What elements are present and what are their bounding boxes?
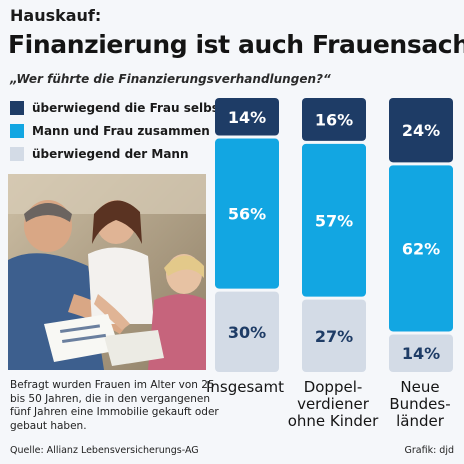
legend-swatch-zusammen — [10, 123, 24, 138]
legend-label-mann: überwiegend der Mann — [32, 146, 189, 161]
value-label-neue-bundeslaender-mann: 14% — [402, 344, 440, 363]
category-label-neue-bundeslaender: Neue Bundes- länder — [389, 378, 451, 430]
survey-note: Befragt wurden Frauen im Alter von 25 bi… — [10, 379, 219, 432]
bar-doppelverdiener-mann — [302, 299, 366, 372]
legend-item-zusammen: Mann und Frau zusammen — [10, 119, 225, 142]
bar-neue-bundeslaender-zusammen — [389, 165, 453, 332]
value-label-doppelverdiener-mann: 27% — [315, 327, 353, 346]
bar-doppelverdiener-frau — [302, 98, 366, 141]
page-title: Finanzierung ist auch Frauensache — [8, 30, 464, 59]
legend: überwiegend die Frau selbst Mann und Fra… — [10, 96, 225, 165]
legend-label-frau: überwiegend die Frau selbst — [32, 100, 225, 115]
credit-text: Grafik: djd — [404, 445, 455, 456]
chart-question: „Wer führte die Finanzierungsverhandlung… — [10, 72, 331, 86]
legend-label-zusammen: Mann und Frau zusammen — [32, 123, 210, 138]
source-text: Quelle: Allianz Lebensversicherungs-AG — [10, 445, 199, 456]
value-label-insgesamt-frau: 14% — [228, 108, 266, 127]
value-label-neue-bundeslaender-zusammen: 62% — [402, 239, 440, 258]
kicker: Hauskauf: — [10, 6, 102, 25]
family-photo-icon — [8, 174, 206, 370]
value-label-neue-bundeslaender-frau: 24% — [402, 121, 440, 140]
category-label-doppelverdiener: Doppel- verdiener ohne Kinder — [287, 378, 379, 430]
bar-doppelverdiener-zusammen — [302, 143, 366, 297]
bar-insgesamt-frau — [215, 98, 279, 136]
legend-swatch-mann — [10, 146, 24, 161]
legend-item-mann: überwiegend der Mann — [10, 142, 225, 165]
legend-swatch-frau — [10, 100, 24, 115]
bar-insgesamt-zusammen — [215, 138, 279, 289]
category-label-insgesamt: Insgesamt — [206, 378, 284, 396]
legend-item-frau: überwiegend die Frau selbst — [10, 96, 225, 119]
value-label-doppelverdiener-zusammen: 57% — [315, 211, 353, 230]
bar-insgesamt-mann — [215, 291, 279, 372]
bar-neue-bundeslaender-frau — [389, 98, 453, 163]
value-label-insgesamt-mann: 30% — [228, 323, 266, 342]
bar-neue-bundeslaender-mann — [389, 334, 453, 372]
value-label-doppelverdiener-frau: 16% — [315, 110, 353, 129]
value-label-insgesamt-zusammen: 56% — [228, 205, 266, 224]
